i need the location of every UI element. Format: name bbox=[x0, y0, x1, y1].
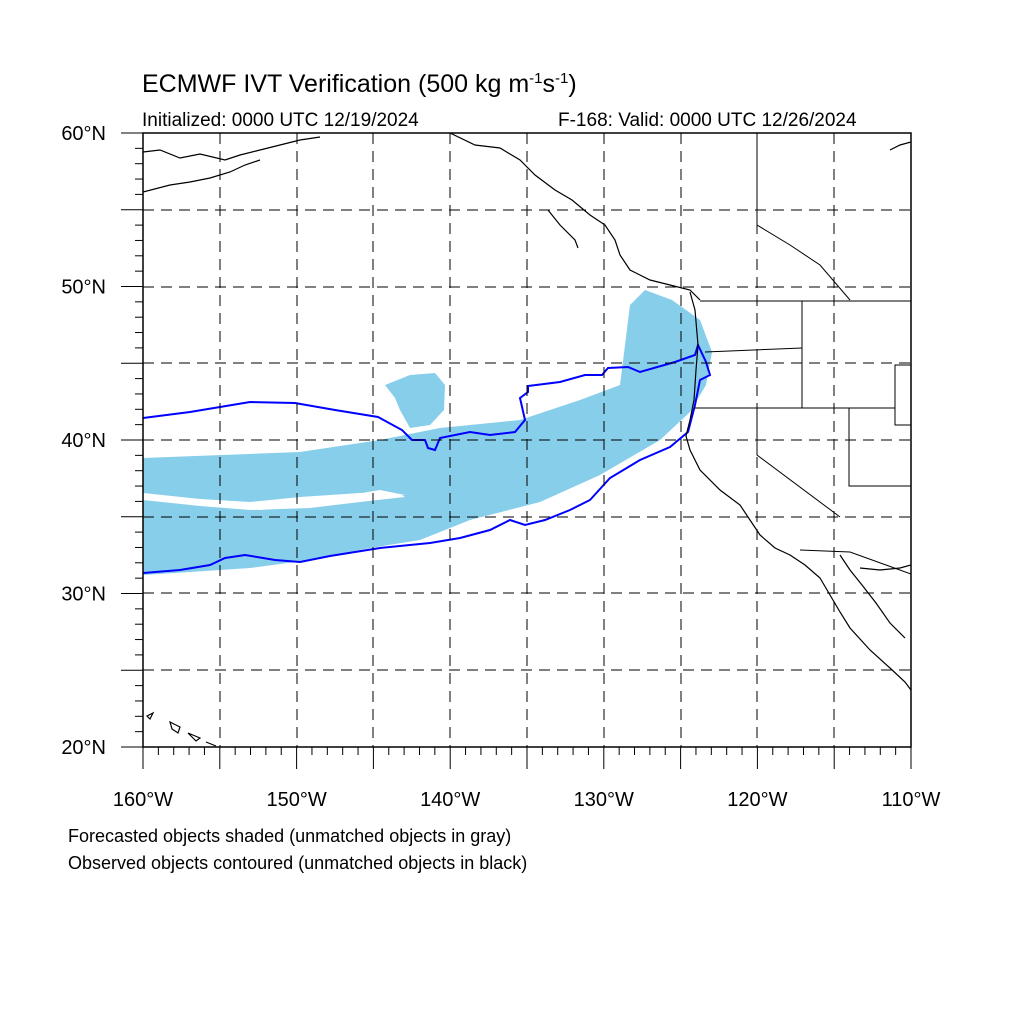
lon-label: 160°W bbox=[113, 789, 173, 811]
lat-label: 40°N bbox=[61, 430, 106, 452]
observed-note: Observed objects contoured (unmatched ob… bbox=[68, 853, 528, 873]
lon-label: 130°W bbox=[574, 789, 634, 811]
coastlines bbox=[143, 133, 911, 747]
graticule bbox=[143, 133, 911, 747]
observed-object-contour bbox=[143, 342, 712, 574]
lat-label: 50°N bbox=[61, 277, 106, 299]
lon-label: 120°W bbox=[727, 789, 787, 811]
chart-title: ECMWF IVT Verification (500 kg m-1s-1) bbox=[142, 70, 577, 98]
lat-label: 20°N bbox=[61, 737, 106, 759]
forecast-note: Forecasted objects shaded (unmatched obj… bbox=[68, 826, 512, 846]
valid-time-label: F-168: Valid: 0000 UTC 12/26/2024 bbox=[558, 110, 857, 131]
lat-label: 30°N bbox=[61, 584, 106, 606]
political-borders bbox=[694, 133, 911, 575]
longitude-labels: 160°W 150°W 140°W 130°W 120°W 110°W bbox=[113, 789, 941, 811]
forecast-gap bbox=[143, 493, 405, 510]
lon-label: 150°W bbox=[266, 789, 326, 811]
lat-label: 60°N bbox=[61, 123, 106, 145]
latitude-labels: 60°N 50°N 40°N 30°N 20°N bbox=[61, 123, 106, 759]
init-time-label: Initialized: 0000 UTC 12/19/2024 bbox=[142, 110, 419, 131]
lon-label: 110°W bbox=[882, 789, 941, 811]
lon-label: 140°W bbox=[420, 789, 480, 811]
forecast-object-shade bbox=[143, 290, 712, 575]
axis-ticks bbox=[121, 132, 912, 769]
